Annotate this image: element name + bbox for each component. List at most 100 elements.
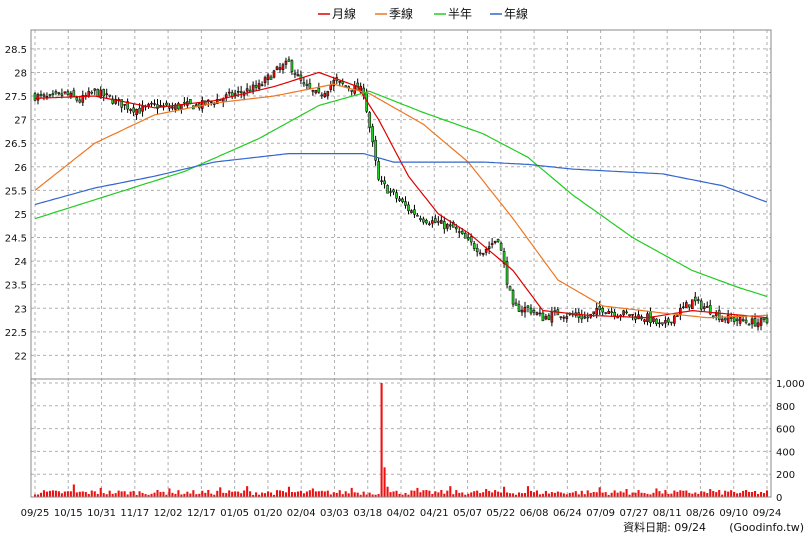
price-tick-label: 28 (14, 68, 27, 79)
candle (227, 88, 231, 97)
candle (96, 88, 100, 97)
candle (108, 94, 111, 98)
volume-bar (404, 492, 407, 497)
volume-bar (595, 492, 598, 497)
volume-bar (479, 493, 482, 497)
volume-bar (488, 490, 491, 497)
candle (544, 313, 548, 321)
candle (380, 175, 383, 185)
price-tick-label: 25 (14, 210, 27, 221)
candle (676, 315, 679, 317)
volume-bar (392, 491, 395, 497)
volume-bar (72, 484, 75, 497)
volume-bar (207, 490, 210, 497)
volume-tick-label: 400 (776, 447, 795, 458)
candle (499, 241, 503, 252)
candle (610, 307, 613, 317)
candle (206, 99, 210, 108)
volume-bar (529, 490, 533, 497)
volume-bar (90, 490, 93, 497)
volume-bar (66, 491, 69, 497)
volume-bar (93, 491, 96, 497)
volume-bar (649, 494, 652, 497)
x-tick-label: 06/24 (553, 508, 582, 519)
volume-bar (473, 491, 476, 497)
volume-bar (347, 493, 350, 497)
volume-bar (455, 490, 458, 497)
candle (655, 318, 658, 327)
volume-bar (613, 490, 616, 497)
volume-bar (144, 494, 147, 497)
volume-tick-label: 200 (776, 470, 795, 481)
volume-bar (287, 486, 291, 497)
candle (54, 89, 58, 95)
volume-bar (694, 492, 697, 497)
volume-bar (550, 492, 553, 497)
volume-bar (314, 491, 317, 497)
volume-bar (652, 492, 655, 497)
candle (278, 63, 282, 73)
candle (159, 100, 162, 108)
candle (577, 308, 581, 323)
volume-bar (568, 492, 571, 497)
volume-bar (362, 491, 365, 497)
volume-bar (754, 490, 757, 497)
candle (404, 196, 407, 209)
volume-bar (631, 492, 634, 497)
volume-bar (48, 490, 51, 497)
candle (165, 100, 168, 107)
volume-bar (425, 490, 428, 497)
candle (153, 99, 156, 107)
candle (472, 240, 476, 252)
volume-bar (165, 494, 168, 497)
volume-tick-label: 600 (776, 425, 795, 436)
candle (383, 176, 386, 189)
candle (308, 78, 312, 90)
volume-bar (189, 493, 192, 497)
price-grid (31, 30, 771, 497)
volume-bar (114, 493, 117, 497)
volume-bar (162, 491, 165, 497)
volume-bar (440, 489, 443, 497)
volume-bar (81, 491, 84, 497)
x-tick-label: 02/04 (287, 508, 316, 519)
candle (538, 307, 542, 317)
volume-bar (380, 383, 383, 497)
volume-bar (691, 493, 694, 497)
candle (323, 90, 327, 99)
volume-bar (398, 493, 401, 497)
candle (224, 92, 228, 102)
candle (126, 98, 129, 113)
candle (667, 316, 670, 326)
volume-bar (604, 492, 607, 497)
price-tick-label: 27.5 (5, 92, 27, 103)
volume-bar (727, 491, 730, 497)
volume-bar (183, 493, 186, 497)
volume-bar (541, 493, 544, 497)
volume-bar (359, 494, 362, 497)
volume-bar (443, 493, 446, 497)
volume-bar (120, 491, 123, 497)
candle (33, 92, 37, 102)
x-tick-label: 08/26 (686, 508, 715, 519)
volume-bar (96, 493, 99, 497)
candle (547, 313, 551, 321)
volume-bar (249, 491, 252, 497)
volume-bar (637, 490, 640, 497)
candle (756, 318, 760, 331)
volume-bar (258, 494, 261, 497)
volume-bar (353, 492, 356, 497)
candle (183, 97, 186, 107)
volume-bar (75, 492, 78, 497)
volume-bar (476, 490, 479, 497)
candle (102, 88, 106, 102)
candle (242, 90, 246, 101)
legend-label-1: 月線 (332, 6, 356, 21)
candle (386, 184, 389, 194)
candle (658, 318, 661, 328)
volume-bar (509, 493, 512, 497)
x-tick-label: 09/24 (753, 508, 782, 519)
volume-bar (105, 494, 108, 497)
candle (759, 317, 763, 331)
